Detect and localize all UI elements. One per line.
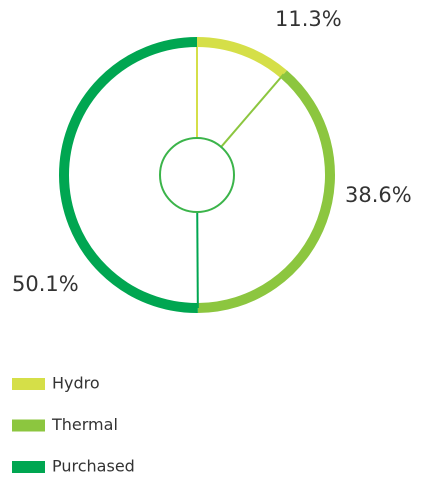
legend-label: Thermal — [51, 415, 118, 434]
segment-divider — [196, 211, 199, 309]
value-label: 38.6% — [345, 183, 412, 207]
pie-segment — [58, 37, 198, 313]
legend-swatch — [12, 378, 45, 390]
inner-circle — [159, 137, 235, 213]
pie-segment — [197, 70, 335, 313]
value-label: 50.1% — [12, 272, 79, 296]
value-label: 11.3% — [275, 7, 342, 31]
legend-swatch — [12, 419, 45, 432]
legend-swatch — [12, 461, 45, 473]
pie-segment — [196, 37, 287, 78]
segment-divider — [220, 73, 285, 148]
legend-label: Hydro — [52, 374, 100, 393]
legend-label: Purchased — [52, 457, 135, 476]
